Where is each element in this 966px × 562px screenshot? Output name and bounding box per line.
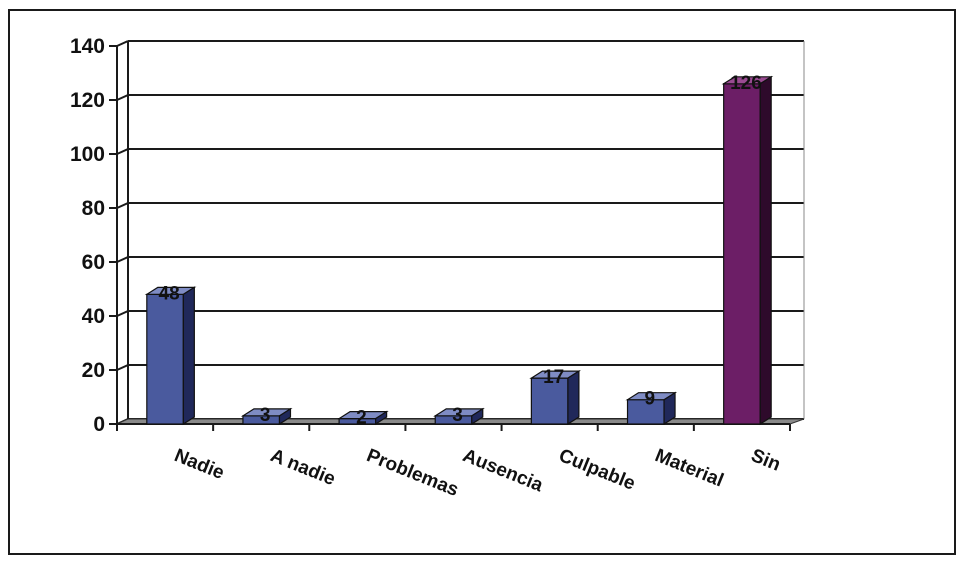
bar-side bbox=[182, 286, 195, 426]
bar bbox=[433, 407, 485, 426]
x-tick-label: Problemas bbox=[363, 445, 461, 501]
bar-front bbox=[723, 83, 761, 425]
bar bbox=[529, 370, 581, 426]
y-tick-label: 60 bbox=[82, 251, 105, 274]
data-label: 126 bbox=[730, 73, 762, 94]
gridline-depth bbox=[116, 364, 129, 371]
y-tick-label: 140 bbox=[70, 35, 105, 58]
y-tick-label: 0 bbox=[93, 413, 105, 436]
bar bbox=[240, 407, 293, 426]
bar-layer bbox=[144, 75, 774, 426]
gridline-depth bbox=[116, 148, 129, 155]
data-label: 2 bbox=[356, 408, 367, 429]
gridline-depth bbox=[116, 310, 129, 317]
axis-layer bbox=[109, 41, 791, 431]
bar-side bbox=[278, 407, 292, 426]
bar bbox=[337, 410, 389, 426]
x-tick-label: Nadie bbox=[171, 445, 227, 484]
bar-side bbox=[567, 370, 580, 426]
bar-side bbox=[663, 391, 676, 426]
gridline-depth bbox=[116, 202, 129, 209]
label-layer: 0 20 40 60 80 100 120 140 48 Nadie 3 A nadie 2 Proble… bbox=[70, 35, 783, 501]
x-tick-label: A nadie bbox=[267, 445, 338, 490]
chart-frame bbox=[8, 9, 956, 555]
y-tick-label: 20 bbox=[82, 359, 105, 382]
bar bbox=[721, 75, 774, 426]
x-tick-label: Sin bbox=[748, 445, 783, 476]
grid-layer bbox=[116, 40, 805, 425]
x-tick-label: Culpable bbox=[556, 445, 638, 495]
data-label: 17 bbox=[543, 367, 564, 388]
x-tick-label: Ausencia bbox=[460, 445, 547, 496]
bar-side bbox=[471, 407, 484, 426]
bar bbox=[625, 391, 678, 426]
data-label: 9 bbox=[644, 389, 655, 410]
gridline-depth bbox=[116, 256, 129, 263]
data-label: 48 bbox=[159, 283, 180, 304]
gridline-depth bbox=[116, 94, 129, 101]
bar-side bbox=[375, 410, 388, 426]
x-tick-label: Material bbox=[652, 445, 726, 491]
data-label: 3 bbox=[260, 405, 271, 426]
y-tick-label: 40 bbox=[82, 305, 105, 328]
data-label: 3 bbox=[452, 405, 463, 426]
y-tick-label: 100 bbox=[70, 143, 105, 166]
bar bbox=[144, 286, 197, 426]
y-tick-label: 80 bbox=[82, 197, 105, 220]
bar-front bbox=[146, 293, 184, 425]
gridline-depth bbox=[116, 40, 129, 47]
bar-side bbox=[759, 75, 772, 426]
y-tick-label: 120 bbox=[70, 89, 105, 112]
